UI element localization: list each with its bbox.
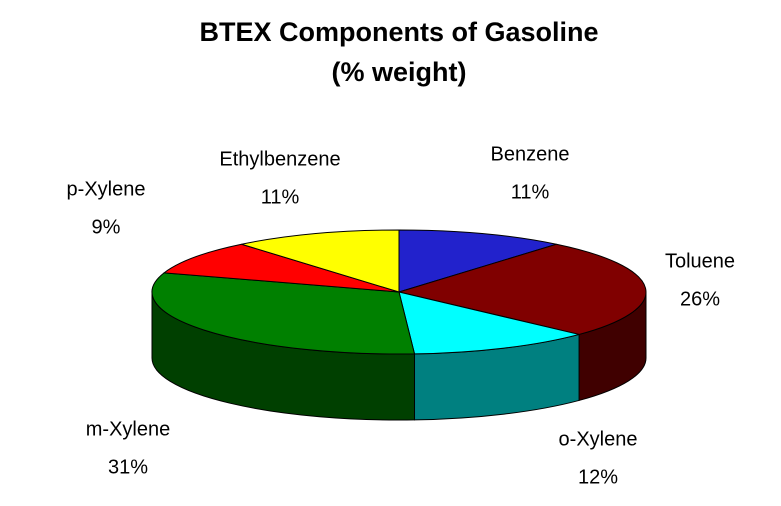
slice-value-label: 11% (261, 186, 300, 208)
slice (398, 229, 557, 293)
slice-label: Ethylbenzene (219, 148, 340, 170)
slice-value-label: 31% (108, 456, 148, 478)
slice-value-label: 12% (578, 466, 618, 488)
chart-title: BTEX Components of Gasoline (199, 17, 598, 47)
slice-value-label: 9% (92, 216, 121, 238)
slice (398, 291, 580, 355)
slice-value-label: 11% (511, 181, 550, 203)
slice (397, 243, 647, 335)
slice-label: o-Xylene (559, 428, 638, 450)
slice-label: p-Xylene (67, 178, 146, 200)
slice-label: Toluene (665, 250, 735, 272)
slice (151, 272, 416, 355)
slice-value-label: 26% (680, 288, 720, 310)
slice-label: m-Xylene (86, 418, 170, 440)
slice (162, 243, 400, 293)
chart-subtitle: (% weight) (332, 57, 467, 87)
slice-label: Benzene (491, 143, 570, 165)
slice (241, 229, 400, 293)
